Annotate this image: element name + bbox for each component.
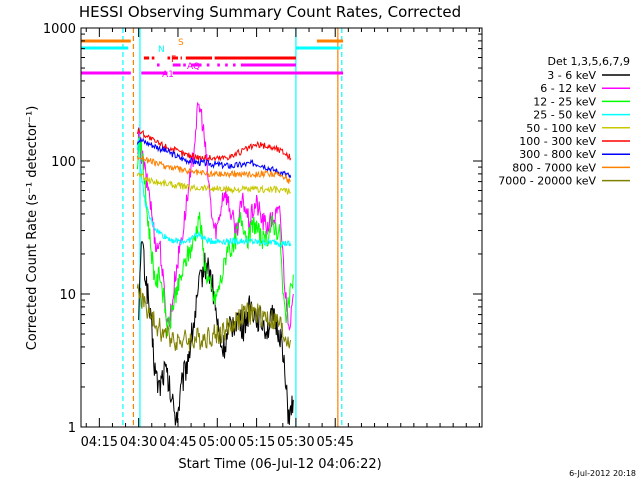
y-tick-label: 1000: [43, 22, 76, 37]
y-axis-label: Corrected Count Rate (s⁻¹ detector⁻¹): [25, 106, 40, 351]
series-line-6-12-kev: [136, 101, 294, 332]
legend-label-3-6-kev: 3 - 6 keV: [547, 69, 596, 82]
series-line-7000-20000-kev: [136, 283, 292, 352]
legend-label-6-12-kev: 6 - 12 keV: [540, 82, 596, 95]
state-bar-label-n: N: [158, 45, 165, 55]
series-line-300-800-kev: [136, 136, 292, 178]
plot-frame: [80, 27, 483, 428]
legend-label-100-300-kev: 100 - 300 keV: [519, 135, 596, 148]
x-tick-label: 05:00: [199, 435, 236, 450]
series-line-3-6-kev: [138, 240, 294, 426]
x-tick-label: 05:45: [316, 435, 353, 450]
x-tick-label: 04:30: [120, 435, 157, 450]
legend-label-50-100-kev: 50 - 100 keV: [526, 122, 596, 135]
state-bar-label-s: S: [178, 38, 184, 48]
x-tick-label: 04:45: [159, 435, 196, 450]
series-line-12-25-kev: [136, 136, 294, 337]
y-tick-label: 1: [68, 421, 76, 436]
series-line-800-7000-kev: [136, 155, 292, 184]
x-tick-label: 04:15: [81, 435, 118, 450]
state-bar-label-a1: A1: [162, 70, 174, 80]
x-tick-label: 05:15: [238, 435, 275, 450]
x-tick-label: 05:30: [277, 435, 314, 450]
y-axis-ticks: 1 10 100 1000: [43, 22, 482, 436]
y-tick-label: 100: [51, 155, 76, 170]
state-bar-label-aq: AQ: [187, 62, 200, 72]
x-axis-label: Start Time (06-Jul-12 04:06:22): [178, 457, 381, 472]
legend-label-800-7000-kev: 800 - 7000 keV: [512, 161, 596, 174]
legend-label-7000-20000-kev: 7000 - 20000 keV: [498, 175, 596, 188]
series-lines: [136, 101, 294, 426]
footer-date: 6-Jul-2012 20:18: [569, 469, 636, 478]
attenuator-state-bars: S NF AQ A1: [81, 38, 344, 80]
vertical-marker-lines: [122, 28, 343, 427]
y-tick-label: 10: [59, 288, 76, 303]
legend-label-300-800-kev: 300 - 800 keV: [519, 148, 596, 161]
legend-label-25-50-kev: 25 - 50 keV: [533, 109, 596, 122]
series-line-25-50-kev: [136, 138, 292, 249]
legend-title: Det 1,3,5,6,7,9: [547, 55, 630, 68]
x-axis-ticks: 04:15 04:30 04:45 05:00 05:15 05:30 05:45: [81, 28, 480, 450]
chart-title: HESSI Observing Summary Count Rates, Cor…: [79, 3, 461, 21]
legend-label-12-25-kev: 12 - 25 keV: [533, 95, 596, 108]
state-bar-label-f: F: [171, 55, 176, 65]
series-line-50-100-kev: [136, 172, 292, 196]
